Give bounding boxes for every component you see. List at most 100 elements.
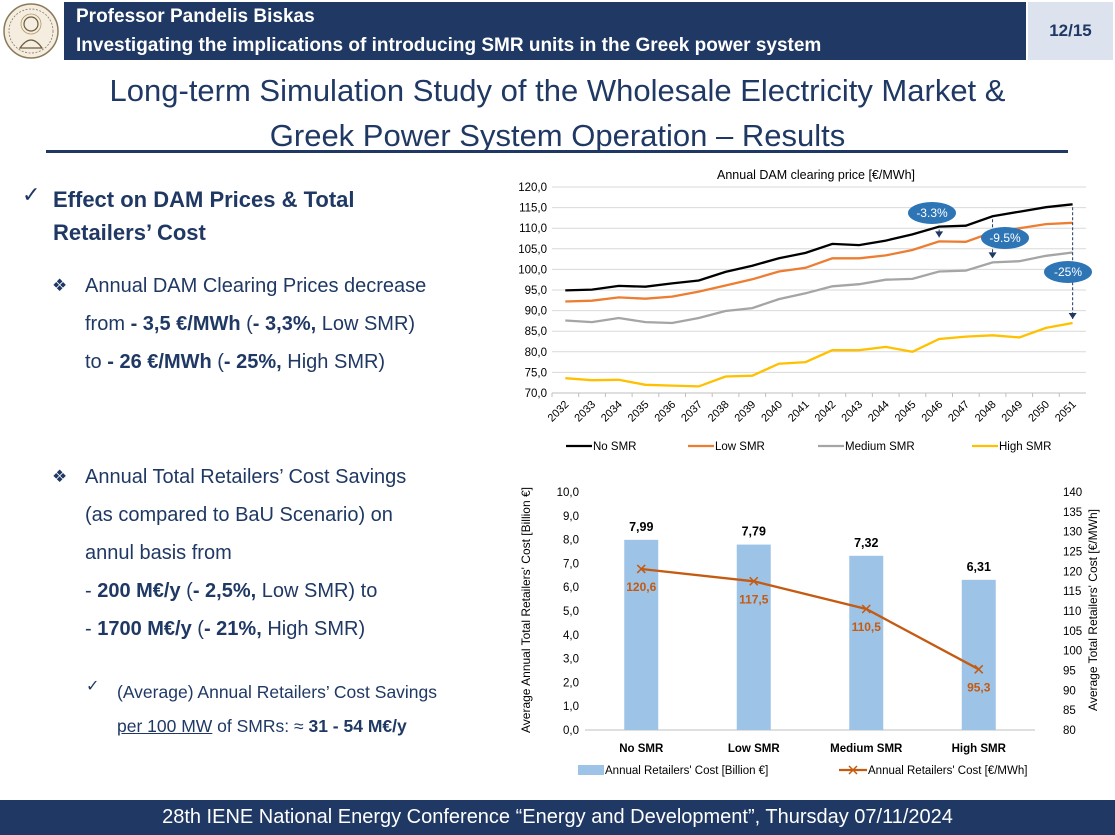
bullet-line: Annual Total Retailers’ Cost Savings — [85, 466, 407, 488]
professor-name: Professor Pandelis Biskas — [76, 6, 315, 27]
line-marker — [749, 576, 759, 586]
bar-value-label: 7,79 — [742, 525, 766, 539]
y-tick-label: 80,0 — [525, 347, 547, 359]
line-marker — [974, 664, 984, 674]
bar — [624, 539, 659, 730]
annotation-label: -9.5% — [989, 231, 1021, 245]
sub-bullet-line: per 100 MW of SMRs: ≈ 31 - 54 M€/y — [117, 716, 407, 736]
y2-tick-label: 140 — [1063, 487, 1082, 499]
project-title: Investigating the implications of introd… — [76, 35, 822, 56]
y2-tick-label: 105 — [1063, 626, 1082, 638]
y-tick-label: 120,0 — [518, 182, 547, 194]
y-tick-label: 10,0 — [557, 487, 579, 499]
legend-label: Annual Retailers' Cost [Billion €] — [605, 765, 768, 777]
check-icon: ✓ — [22, 182, 41, 207]
slide-title: Long-term Simulation Study of the Wholes… — [20, 68, 1095, 158]
y-tick-label: 7,0 — [563, 558, 579, 570]
header-bar — [64, 2, 1026, 60]
y-tick-label: 95,0 — [525, 285, 547, 297]
bullet-line: to - 26 €/MWh (- 25%, High SMR) — [85, 351, 386, 373]
y2-axis-label: Average Total Retailers' Cost [€/MWh] — [1086, 509, 1100, 711]
y-tick-label: 70,0 — [525, 388, 547, 400]
y-tick-label: 5,0 — [563, 606, 579, 618]
y2-tick-label: 85 — [1063, 705, 1076, 717]
line-value-label: 95,3 — [967, 680, 991, 694]
series-line — [641, 567, 980, 671]
arrow-head-icon — [935, 231, 944, 238]
bullet-line: - 1700 M€/y (- 21%, High SMR) — [85, 618, 366, 640]
section-heading-line-2: Retailers’ Cost — [53, 220, 206, 245]
y2-tick-label: 135 — [1063, 507, 1082, 519]
legend-label: Low SMR — [715, 441, 765, 453]
slide-title-line-2: Greek Power System Operation – Results — [269, 118, 846, 153]
y-tick-label: 1,0 — [563, 701, 579, 713]
y2-tick-label: 110 — [1063, 606, 1081, 618]
legend-label: Medium SMR — [845, 441, 915, 453]
series-line-medium-smr — [565, 251, 1073, 325]
section-heading: Effect on DAM Prices & Total Retailers’ … — [53, 183, 355, 249]
y2-tick-label: 115 — [1063, 586, 1081, 598]
retailers-cost-bar-chart: Average Annual Total Retailers' Cost [Bi… — [505, 480, 1105, 782]
chart-title: Annual DAM clearing price [€/MWh] — [717, 168, 915, 182]
y-tick-label: 105,0 — [518, 244, 547, 256]
y2-tick-label: 120 — [1063, 566, 1082, 578]
slide-footer: 28th IENE National Energy Conference “En… — [0, 800, 1115, 835]
slide-header: Professor Pandelis Biskas Investigating … — [0, 0, 1115, 62]
university-seal-icon — [3, 3, 59, 59]
bar-value-label: 7,32 — [854, 536, 878, 550]
bar — [961, 579, 996, 730]
y-tick-label: 4,0 — [563, 630, 579, 642]
y-tick-label: 3,0 — [563, 654, 579, 666]
check-icon: ✓ — [86, 678, 100, 695]
x-tick-label: No SMR — [619, 743, 664, 755]
line-value-label: 110,5 — [852, 620, 882, 634]
bullet-line: - 200 M€/y (- 2,5%, Low SMR) to — [85, 580, 378, 602]
sub-bullet-savings: (Average) Annual Retailers’ Cost Savings… — [117, 675, 437, 743]
y2-tick-label: 100 — [1063, 646, 1082, 658]
bar — [849, 555, 884, 730]
bullet-line: annul basis from — [85, 542, 232, 564]
annotation-bubble — [908, 202, 956, 224]
y2-tick-label: 90 — [1063, 685, 1076, 697]
line-marker — [861, 604, 871, 614]
diamond-bullet-icon: ❖ — [52, 467, 68, 486]
y-tick-label: 115,0 — [519, 203, 547, 215]
annotation-bubble — [1044, 261, 1092, 283]
diamond-bullet-icon: ❖ — [52, 276, 68, 295]
legend-label: No SMR — [593, 441, 636, 453]
y2-tick-label: 125 — [1063, 547, 1082, 559]
y2-tick-label: 130 — [1063, 527, 1082, 539]
y-tick-label: 100,0 — [518, 264, 547, 276]
page-number: 12/15 — [1028, 2, 1113, 60]
bullet-line: (as compared to BaU Scenario) on — [85, 504, 393, 526]
y-tick-label: 9,0 — [563, 511, 579, 523]
slide-title-line-1: Long-term Simulation Study of the Wholes… — [109, 73, 1006, 108]
bullet-retailers-cost: Annual Total Retailers’ Cost Savings (as… — [85, 458, 406, 648]
bullet-line: from - 3,5 €/MWh (- 3,3%, Low SMR) — [85, 313, 416, 335]
y-tick-label: 8,0 — [563, 535, 579, 547]
x-tick-label: Medium SMR — [830, 743, 903, 755]
y-tick-label: 2,0 — [563, 677, 579, 689]
y-tick-label: 85,0 — [525, 326, 547, 338]
series-line-no-smr — [565, 203, 1073, 292]
y-tick-label: 0,0 — [563, 725, 579, 737]
y-tick-label: 90,0 — [525, 306, 547, 318]
annotation-bubble — [981, 227, 1029, 249]
bar-value-label: 6,31 — [967, 560, 991, 574]
y-tick-label: 110,0 — [519, 223, 547, 235]
annotation-label: -25% — [1054, 265, 1082, 279]
series-line-high-smr — [565, 321, 1073, 388]
arrow-head-icon — [1068, 312, 1077, 319]
x-tick-label: High SMR — [952, 743, 1007, 755]
x-tick-label: Low SMR — [728, 743, 780, 755]
bar — [736, 544, 771, 730]
legend-label: Annual Retailers' Cost [€/MWh] — [868, 765, 1027, 777]
y-tick-label: 6,0 — [563, 582, 579, 594]
y2-tick-label: 95 — [1063, 666, 1076, 678]
line-marker — [636, 564, 646, 574]
dam-price-line-chart: Annual DAM clearing price [€/MWh] 70,0 75… — [500, 158, 1100, 460]
legend-label: High SMR — [999, 441, 1051, 453]
y-tick-label: 75,0 — [525, 367, 547, 379]
y2-tick-label: 80 — [1063, 725, 1076, 737]
arrow-head-icon — [988, 252, 997, 259]
